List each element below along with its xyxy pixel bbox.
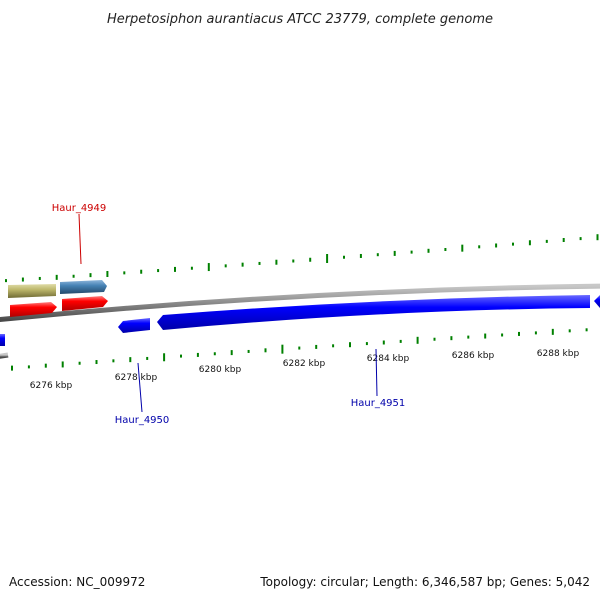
leader-line-haur-4950 — [137, 362, 143, 413]
gene-haur-4950-reverse[interactable] — [118, 318, 150, 333]
tick-label-6278: 6278 kbp — [115, 373, 158, 383]
gene-label-haur-4950[interactable]: Haur_4950 — [115, 415, 170, 426]
genome-backbone — [0, 283, 600, 323]
leader-line-haur-4951 — [375, 348, 378, 397]
tick-label-6280: 6280 kbp — [199, 365, 242, 375]
gene-steelblue-1[interactable] — [60, 280, 107, 294]
tick-label-6286: 6286 kbp — [452, 351, 495, 361]
leader-line-haur-4949 — [78, 213, 82, 265]
gene-label-haur-4951[interactable]: Haur_4951 — [351, 398, 406, 409]
tick-label-6282: 6282 kbp — [283, 359, 326, 369]
tick-label-6276: 6276 kbp — [30, 381, 73, 391]
genome-summary-text: Topology: circular; Length: 6,346,587 bp… — [259, 575, 590, 589]
scale-ticks: 6276 kbp 6278 kbp 6280 kbp 6282 kbp 6284… — [30, 349, 580, 391]
gene-haur-4949-forward[interactable] — [10, 302, 57, 317]
tick-label-6284: 6284 kbp — [367, 354, 410, 364]
gc-content-ticks — [5, 234, 599, 371]
genome-backbone-lower — [0, 352, 9, 359]
gene-label-haur-4949[interactable]: Haur_4949 — [52, 203, 107, 214]
gene-reverse-right-edge[interactable] — [594, 295, 600, 308]
tick-label-6288: 6288 kbp — [537, 349, 580, 359]
map-title: Herpetosiphon aurantiacus ATCC 23779, co… — [107, 12, 493, 27]
gene-reverse-left-edge[interactable] — [0, 334, 5, 346]
accession-text: Accession: NC_009972 — [9, 575, 145, 589]
gene-olive-1[interactable] — [8, 284, 56, 298]
gene-haur-4951-reverse[interactable] — [157, 295, 590, 330]
gene-forward-2[interactable] — [62, 296, 108, 311]
